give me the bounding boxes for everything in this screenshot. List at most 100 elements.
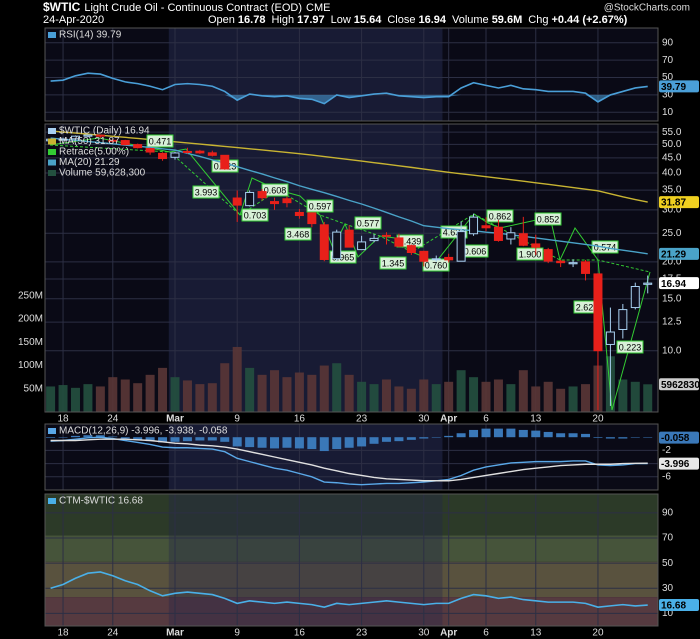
- x-tick-label: 9: [234, 414, 240, 425]
- histogram-bar: [83, 435, 93, 438]
- y-tick-label: 45.0: [662, 152, 682, 163]
- retrace-label-bg: [284, 227, 312, 241]
- legend-label: RSI(14) 39.79: [59, 30, 122, 41]
- candle-body: [207, 152, 217, 156]
- retrace-label-bg: [379, 256, 407, 270]
- candle-body: [108, 139, 118, 142]
- retrace-label: 0.439: [399, 236, 422, 246]
- volume-bar: [357, 381, 367, 412]
- y-tick-label: 50.0: [662, 139, 682, 150]
- month-shade: [168, 494, 443, 626]
- histogram-bar: [469, 429, 479, 438]
- x-tick-label: 16: [294, 414, 306, 425]
- histogram-bar: [444, 435, 454, 438]
- histogram-bar: [245, 437, 255, 448]
- retrace-label-bg: [146, 134, 174, 148]
- candle-body: [643, 282, 653, 285]
- stat-value: 16.78: [238, 14, 266, 26]
- retrace-label: 2.628: [576, 302, 599, 312]
- volume-bar: [133, 383, 143, 412]
- volume-bar: [568, 386, 578, 412]
- value-tag-label: 16.94: [661, 279, 686, 290]
- volume-bar: [506, 384, 516, 412]
- histogram-bar: [319, 437, 329, 452]
- candle-body: [431, 258, 441, 261]
- volume-bar: [394, 386, 404, 412]
- x-tick-label: 23: [356, 628, 368, 639]
- volume-bar: [630, 381, 640, 412]
- zone-band: [45, 561, 658, 598]
- value-tag: [659, 431, 699, 444]
- y-tick-label: 90: [662, 37, 674, 48]
- x-tick-label: 18: [57, 628, 69, 639]
- volume-bar: [581, 384, 591, 412]
- panel-border: [44, 423, 659, 491]
- value-tag-label: 21.29: [661, 249, 686, 260]
- candle-body: [195, 150, 205, 154]
- retrace-label: 0.608: [264, 185, 287, 195]
- x-tick-label: 20: [592, 628, 604, 639]
- retrace-label: 1.345: [382, 258, 405, 268]
- y-tick-label: -6: [662, 471, 671, 482]
- candle-body: [120, 140, 130, 146]
- histogram-bar: [133, 437, 143, 440]
- legend-icon: [48, 159, 56, 166]
- candle-body: [70, 135, 80, 140]
- retrace-label-bg: [616, 340, 644, 354]
- retrace-label-bg: [534, 212, 562, 226]
- histogram-bar: [270, 437, 280, 449]
- histogram-bar: [618, 437, 628, 439]
- histogram-bar: [643, 437, 653, 438]
- candle-body: [257, 191, 267, 199]
- candle-body: [369, 237, 379, 242]
- histogram-bar: [357, 437, 367, 447]
- y-tick-label: 15.0: [662, 293, 682, 304]
- symbol: $WTIC: [43, 0, 81, 14]
- candle-body: [133, 144, 143, 149]
- candle-body: [158, 152, 168, 160]
- volume-bar: [481, 381, 491, 412]
- candle-body: [419, 250, 429, 262]
- value-tag: [659, 378, 699, 391]
- volume-bar: [469, 377, 479, 412]
- histogram-bar: [431, 437, 441, 438]
- histogram-bar: [170, 437, 180, 442]
- candle-body: [182, 150, 192, 153]
- candle-body: [630, 285, 640, 309]
- candle-body: [95, 134, 105, 137]
- value-tag-label: 39.79: [661, 82, 686, 93]
- volume-bar: [381, 379, 391, 412]
- value-tag: [659, 247, 699, 260]
- histogram-bar: [182, 437, 192, 442]
- retrace-label: 4.638: [443, 227, 466, 237]
- y-tick-label: -2: [662, 445, 671, 456]
- indicator-line: [50, 72, 648, 105]
- retrace-dashed: [49, 144, 651, 273]
- candle-body: [357, 241, 367, 251]
- retrace-label: 3.993: [195, 187, 218, 197]
- candle-body: [83, 134, 93, 137]
- candle-body: [319, 224, 329, 260]
- x-tick-label: 24: [107, 628, 119, 639]
- candle-body: [618, 309, 628, 330]
- volume-bar: [195, 384, 205, 412]
- histogram-bar: [381, 437, 391, 442]
- candle-body: [581, 261, 591, 274]
- stat-label: Open: [208, 14, 235, 26]
- x-tick-label: 23: [356, 414, 368, 425]
- value-tag-label: -0.058: [661, 433, 690, 444]
- month-shade: [168, 28, 443, 121]
- retrace-label: 0.606: [464, 246, 487, 256]
- retrace-label: 0.852: [537, 214, 560, 224]
- legend-label: Volume 59,628,300: [59, 168, 146, 179]
- histogram-bar: [195, 437, 205, 441]
- stat-label: Chg: [528, 14, 548, 26]
- legend-icon: [48, 149, 56, 155]
- legend-label: MACD(12,26,9) -3.996, -3.938, -0.058: [59, 426, 228, 437]
- volume-bar: [95, 386, 105, 412]
- value-tag: [659, 196, 699, 209]
- candle-body: [543, 249, 553, 262]
- histogram-bar: [581, 433, 591, 438]
- x-tick-label: Mar: [166, 628, 184, 639]
- histogram-bar: [568, 433, 578, 438]
